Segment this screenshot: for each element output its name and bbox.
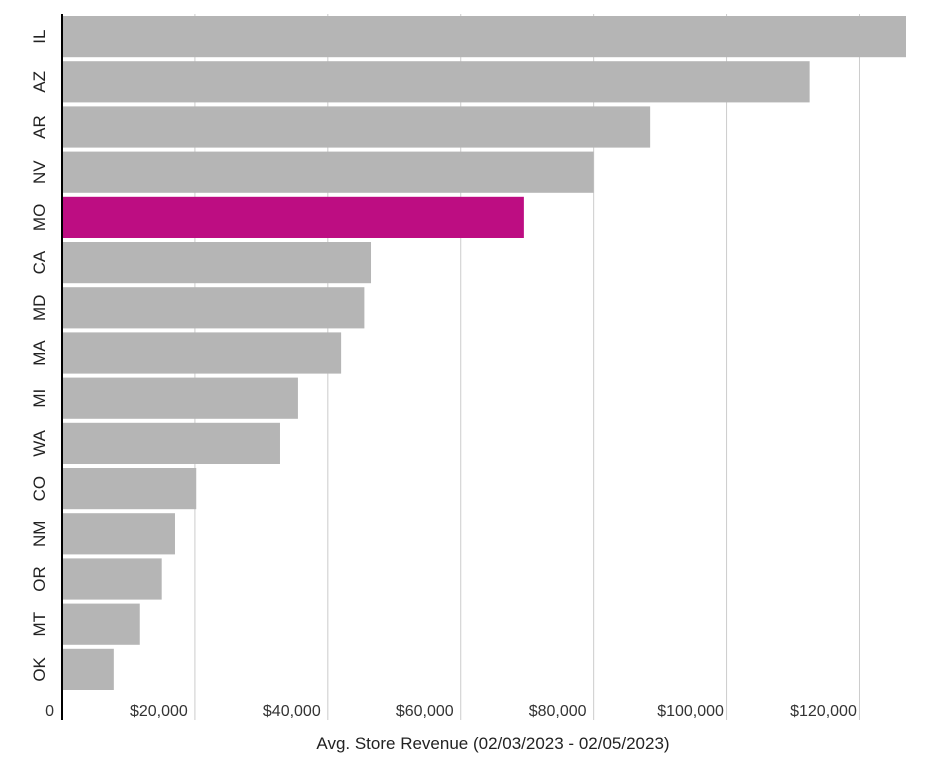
x-tick-label: $100,000 bbox=[657, 703, 724, 720]
bar-ca bbox=[62, 242, 372, 284]
bar-mo bbox=[62, 196, 524, 238]
category-label: CA bbox=[30, 250, 49, 274]
x-axis-title: Avg. Store Revenue (02/03/2023 - 02/05/2… bbox=[316, 734, 669, 753]
category-label: MT bbox=[30, 612, 49, 637]
category-label: CO bbox=[30, 476, 49, 502]
category-label: NM bbox=[30, 521, 49, 547]
category-label: IL bbox=[30, 30, 49, 44]
bar-wa bbox=[62, 422, 280, 464]
bar-mi bbox=[62, 377, 298, 419]
category-label: OR bbox=[30, 566, 49, 592]
bar-co bbox=[62, 468, 197, 510]
category-label: OK bbox=[30, 656, 49, 681]
x-tick-label: $40,000 bbox=[263, 703, 321, 720]
category-label: MD bbox=[30, 295, 49, 321]
bar-ar bbox=[62, 106, 651, 148]
category-label: WA bbox=[30, 429, 49, 456]
bar-mt bbox=[62, 603, 140, 645]
bar-ok bbox=[62, 648, 114, 690]
x-tick-label: $120,000 bbox=[790, 703, 857, 720]
category-labels: IL AZ AR NV MO CA MD MA MI WA CO NM OR MT OK bbox=[30, 30, 49, 682]
bar-ma bbox=[62, 332, 342, 374]
bar-nv bbox=[62, 151, 594, 193]
bar-il bbox=[62, 16, 906, 58]
category-label: AZ bbox=[30, 71, 49, 93]
x-tick-label: $80,000 bbox=[529, 703, 587, 720]
category-label: MA bbox=[30, 340, 49, 366]
category-label: MI bbox=[30, 389, 49, 408]
category-label: NV bbox=[30, 160, 49, 184]
x-tick-label: 0 bbox=[45, 703, 54, 720]
x-tick-labels: 0 $20,000 $40,000 $60,000 $80,000 $100,000 $12… bbox=[45, 703, 857, 720]
bars bbox=[62, 16, 906, 690]
x-tick-label: $20,000 bbox=[130, 703, 188, 720]
category-label: AR bbox=[30, 115, 49, 139]
x-tick-label: $60,000 bbox=[396, 703, 454, 720]
bar-nm bbox=[62, 513, 175, 555]
bar-md bbox=[62, 287, 365, 329]
bar-az bbox=[62, 61, 810, 103]
category-label: MO bbox=[30, 204, 49, 231]
bar-or bbox=[62, 558, 162, 600]
